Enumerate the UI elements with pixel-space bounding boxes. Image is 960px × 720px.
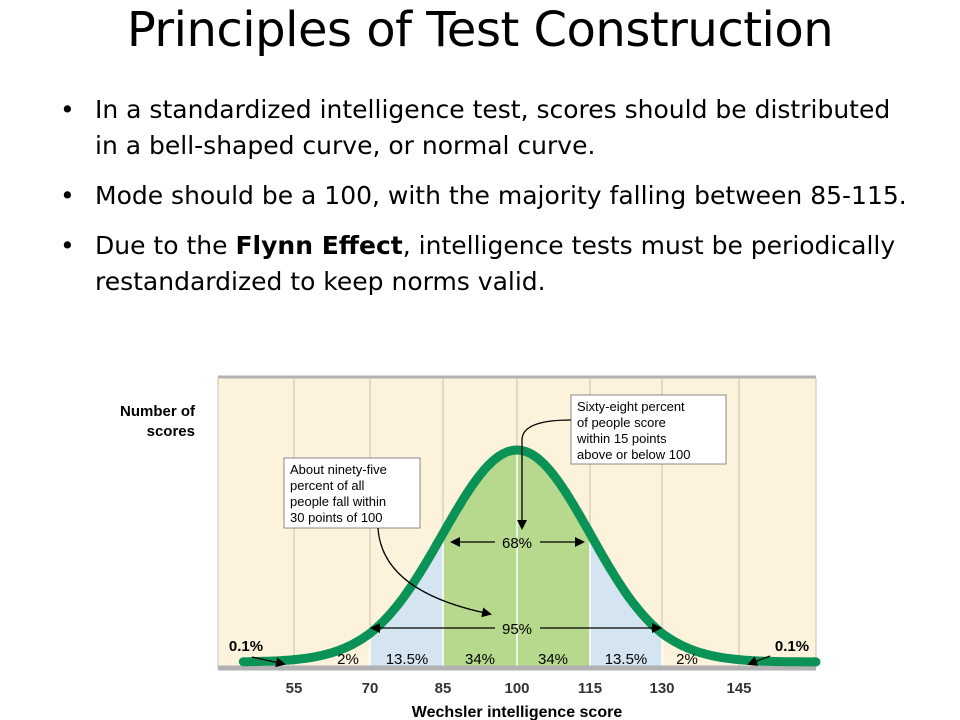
bullet-bold-term: Flynn Effect [235, 231, 403, 260]
callout-68-line: Sixty-eight percent [577, 399, 685, 414]
x-axis-label: Wechsler intelligence score [412, 704, 623, 720]
callout-95-line: About ninety-five [290, 462, 387, 477]
bullet-dot-icon: • [60, 95, 75, 124]
bullet-list: • In a standardized intelligence test, s… [60, 92, 920, 314]
region-label: 2% [337, 651, 359, 668]
bullet-item: • Due to the Flynn Effect, intelligence … [60, 228, 920, 300]
callout-68-line: within 15 points [576, 431, 667, 446]
bullet-item: • Mode should be a 100, with the majorit… [60, 178, 920, 214]
y-axis-label: scores [147, 423, 195, 440]
region-label: 34% [465, 651, 495, 668]
x-tick-label: 55 [286, 680, 303, 697]
bullet-item: • In a standardized intelligence test, s… [60, 92, 920, 164]
callout-68-line: above or below 100 [577, 447, 690, 462]
x-tick-label: 100 [504, 680, 529, 697]
region-label: 0.1% [775, 638, 809, 655]
x-tick-label: 115 [578, 680, 602, 697]
tail-arrow-right [747, 655, 771, 666]
bullet-text: Due to the [95, 231, 236, 260]
callout-95-line: 30 points of 100 [290, 510, 383, 525]
bullet-text-tail: , intelligence tests must be periodicall… [95, 231, 896, 296]
region-label: 2% [676, 651, 698, 668]
callout-68-arrow [517, 419, 572, 530]
x-tick-label: 85 [435, 680, 452, 697]
x-tick-label: 130 [649, 680, 674, 697]
callout-95-arrow [377, 527, 492, 618]
x-tick-label: 145 [726, 680, 751, 697]
callout-95-line: percent of all [290, 478, 365, 493]
span-95-label: 95% [502, 621, 532, 638]
bullet-dot-icon: • [60, 181, 75, 210]
region-label: 0.1% [229, 638, 263, 655]
y-axis-label: Number of [120, 403, 196, 420]
bell-curve [238, 445, 821, 667]
x-tick-label: 70 [362, 680, 379, 697]
callout-68-box [570, 394, 727, 465]
bullet-dot-icon: • [60, 231, 75, 260]
region-label: 34% [538, 651, 568, 668]
region-label: 13.5% [605, 651, 648, 668]
slide-title: Principles of Test Construction [126, 2, 834, 58]
callout-95-line: people fall within [290, 494, 386, 509]
tail-arrow-left [251, 656, 286, 668]
callout-68-line: of people score [577, 415, 666, 430]
bullet-text: Mode should be a 100, with the majority … [95, 181, 907, 210]
callout-95-box [283, 457, 421, 529]
region-label: 13.5% [386, 651, 429, 668]
span-68-label: 68% [502, 535, 532, 552]
bullet-text: In a standardized intelligence test, sco… [95, 95, 891, 160]
